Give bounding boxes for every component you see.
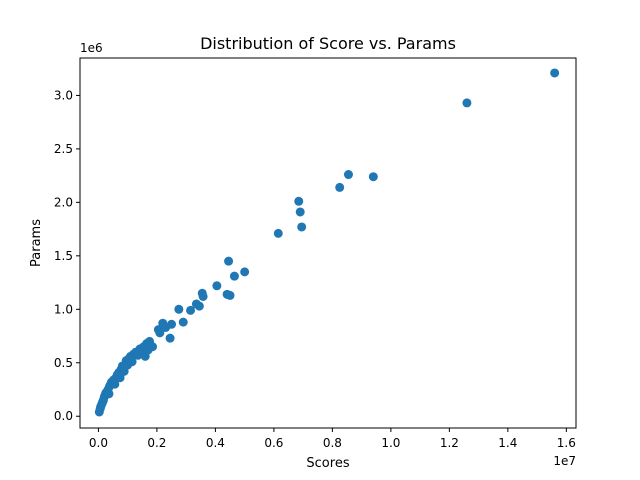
data-point <box>273 228 283 238</box>
data-point <box>240 267 250 277</box>
data-point <box>115 373 125 383</box>
x-tick-label: 1.2 <box>440 436 459 450</box>
y-tick-label: 0.0 <box>54 409 73 423</box>
x-axis-offset-label: 1e7 <box>553 454 576 468</box>
y-axis-label: Params <box>29 219 44 267</box>
data-point <box>198 291 208 301</box>
points-layer <box>94 68 560 417</box>
x-tick-label: 1.6 <box>557 436 576 450</box>
data-point <box>343 170 353 180</box>
data-point <box>335 182 345 192</box>
data-point <box>148 342 158 352</box>
data-point <box>229 271 239 281</box>
chart-title: Distribution of Score vs. Params <box>200 34 456 53</box>
x-tick-label: 0.0 <box>89 436 108 450</box>
plot-frame <box>79 57 577 429</box>
x-tick-label: 1.4 <box>498 436 517 450</box>
data-point <box>127 357 137 367</box>
data-point <box>194 301 204 311</box>
data-point <box>550 68 560 78</box>
data-point <box>104 389 114 399</box>
data-point <box>294 196 304 206</box>
data-point <box>224 256 234 266</box>
data-point <box>186 305 196 315</box>
y-tick-label: 2.5 <box>54 142 73 156</box>
x-axis-label: Scores <box>306 456 349 471</box>
data-point <box>295 207 305 217</box>
y-axis-ticks: 0.0 0.5 1.0 1.5 2.0 2.5 3.0 <box>54 88 80 423</box>
x-axis-ticks: 0.0 0.2 0.4 0.6 0.8 1.0 1.2 1.4 1.6 <box>89 428 576 450</box>
x-tick-label: 0.2 <box>147 436 166 450</box>
data-point <box>165 333 175 343</box>
data-point <box>225 290 235 300</box>
x-tick-label: 0.6 <box>264 436 283 450</box>
data-point <box>462 98 472 108</box>
data-point <box>212 281 222 291</box>
data-point <box>368 172 378 182</box>
data-point <box>155 328 165 338</box>
y-tick-label: 3.0 <box>54 88 73 102</box>
y-tick-label: 1.0 <box>54 302 73 316</box>
x-tick-label: 0.4 <box>206 436 225 450</box>
data-point <box>167 319 177 329</box>
x-tick-label: 1.0 <box>381 436 400 450</box>
data-point <box>178 317 188 327</box>
data-point <box>297 222 307 232</box>
y-tick-label: 2.0 <box>54 195 73 209</box>
data-point <box>174 304 184 314</box>
y-tick-label: 1.5 <box>54 249 73 263</box>
y-tick-label: 0.5 <box>54 356 73 370</box>
y-axis-offset-label: 1e6 <box>80 41 103 55</box>
x-tick-label: 0.8 <box>323 436 342 450</box>
